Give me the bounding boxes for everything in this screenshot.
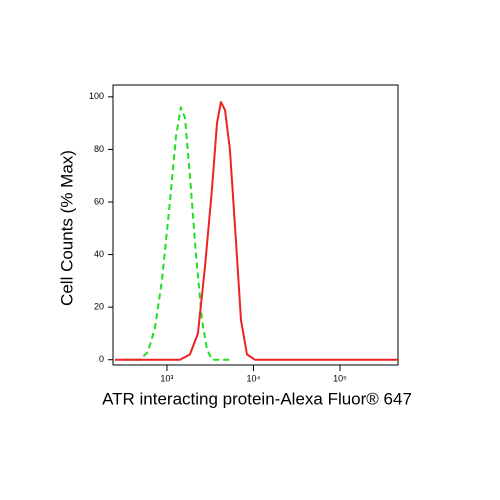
y-tick-label: 0 [99,354,104,364]
y-tick-label: 60 [94,196,104,206]
plot-frame [112,84,399,366]
y-axis-label: Cell Counts (% Max) [57,150,76,306]
y-tick-label: 80 [94,144,104,154]
x-tick-label: 10⁵ [333,373,347,383]
x-tick-label: 10⁴ [247,373,261,383]
y-tick-label: 40 [94,249,104,259]
x-tick-label: 10³ [160,373,173,383]
x-axis-label: ATR interacting protein-Alexa Fluor® 647 [102,389,412,408]
series-line [124,106,230,361]
series-line [115,101,398,361]
y-tick-label: 20 [94,302,104,312]
y-tick-label: 100 [89,91,104,101]
